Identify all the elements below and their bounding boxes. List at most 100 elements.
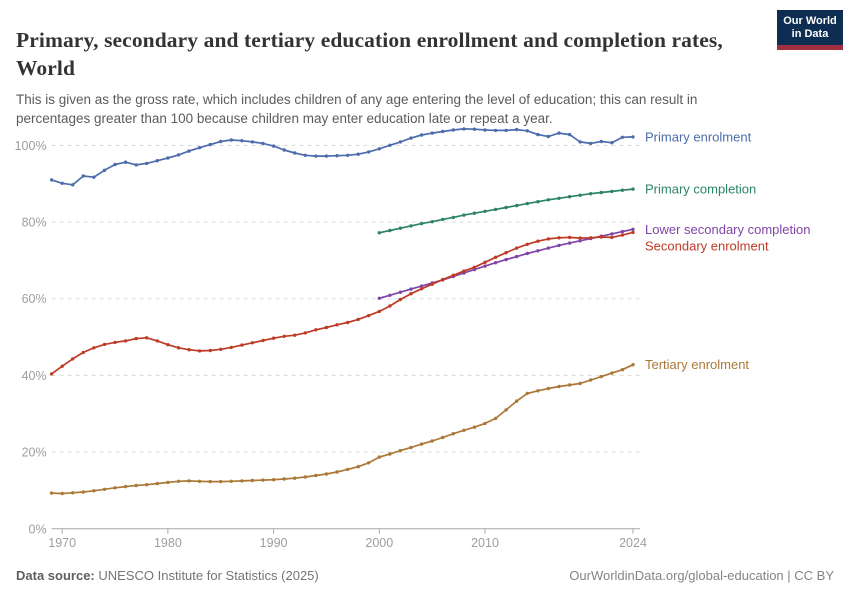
data-point <box>293 151 297 155</box>
series-line-primary-enrolment[interactable] <box>50 128 634 186</box>
data-point <box>620 368 625 372</box>
data-point <box>557 384 561 389</box>
data-point <box>589 236 593 240</box>
data-point <box>60 364 64 368</box>
data-point <box>324 325 329 330</box>
data-point <box>557 243 561 248</box>
series-markers-lower-secondary-completion <box>377 227 635 300</box>
data-point <box>610 141 614 145</box>
data-point <box>599 190 603 195</box>
data-point <box>271 144 276 148</box>
data-point <box>398 297 403 302</box>
owid-logo[interactable]: Our World in Data <box>777 10 843 50</box>
attribution-link[interactable]: OurWorldinData.org/global-education | CC… <box>569 568 834 583</box>
data-point <box>166 156 170 160</box>
data-point <box>335 470 339 474</box>
data-point <box>377 309 381 314</box>
data-point <box>187 479 191 483</box>
data-point <box>134 163 138 167</box>
data-point <box>567 241 572 245</box>
data-point <box>145 483 149 487</box>
data-point <box>49 178 54 182</box>
data-point <box>462 127 466 131</box>
x-tick-label-2024: 2024 <box>619 536 647 550</box>
data-point <box>493 261 498 265</box>
data-point <box>567 383 572 387</box>
data-point <box>620 188 625 192</box>
data-point <box>187 348 191 352</box>
data-point <box>356 465 360 469</box>
legend-label-primary-completion[interactable]: Primary completion <box>645 182 756 197</box>
data-point <box>60 181 64 185</box>
data-point <box>377 147 381 151</box>
data-point <box>441 129 445 134</box>
y-tick-label-20: 20% <box>22 446 47 460</box>
data-point <box>197 479 202 483</box>
data-point <box>546 386 551 391</box>
data-point <box>493 207 498 212</box>
data-point <box>483 264 487 268</box>
data-point <box>240 479 244 483</box>
x-tick-label-1980: 1980 <box>154 536 182 550</box>
x-tick-label-1970: 1970 <box>48 536 76 550</box>
data-point <box>134 336 138 341</box>
data-point <box>525 129 529 133</box>
data-point <box>92 489 96 493</box>
data-point <box>472 127 477 131</box>
data-point <box>631 135 635 139</box>
data-point <box>409 445 413 450</box>
data-point <box>314 154 318 158</box>
data-point <box>536 132 540 137</box>
data-source: Data source: UNESCO Institute for Statis… <box>16 568 319 583</box>
data-point <box>208 479 212 484</box>
data-point <box>599 235 603 239</box>
data-point <box>567 195 572 199</box>
series-line-primary-completion[interactable] <box>378 188 634 234</box>
series-line-lower-secondary-completion[interactable] <box>378 228 634 300</box>
data-point <box>567 235 572 240</box>
data-point <box>451 432 455 436</box>
data-point <box>356 317 360 322</box>
data-point <box>229 479 233 483</box>
data-point <box>197 146 202 150</box>
data-point <box>303 153 307 157</box>
data-point <box>113 162 117 167</box>
legend-label-secondary-enrolment[interactable]: Secondary enrolment <box>645 238 769 253</box>
data-point <box>610 371 614 375</box>
data-point <box>493 416 498 421</box>
data-point <box>92 346 96 350</box>
data-point <box>451 273 455 277</box>
data-point <box>176 346 181 350</box>
data-point <box>60 491 64 496</box>
data-point <box>483 421 487 426</box>
data-point <box>409 292 413 296</box>
legend-label-lower-secondary-completion[interactable]: Lower secondary completion <box>645 222 810 237</box>
data-point <box>155 339 159 343</box>
data-point <box>208 142 212 147</box>
legend-label-primary-enrolment[interactable]: Primary enrolment <box>645 129 752 144</box>
legend-label-tertiary-enrolment[interactable]: Tertiary enrolment <box>645 357 749 372</box>
data-point <box>472 211 477 215</box>
data-point <box>102 487 107 491</box>
data-point <box>462 428 466 432</box>
data-point <box>557 131 561 135</box>
data-point <box>345 320 350 325</box>
data-point <box>409 287 413 291</box>
owid-logo-line1: Our World <box>783 15 837 27</box>
data-point <box>303 475 307 479</box>
data-point <box>620 135 625 139</box>
data-point <box>504 128 508 133</box>
data-point <box>398 448 403 453</box>
data-point <box>578 381 582 386</box>
data-point <box>219 479 223 484</box>
data-point <box>599 374 603 379</box>
series-line-tertiary-enrolment[interactable] <box>50 363 634 495</box>
data-point <box>493 128 498 133</box>
series-line-secondary-enrolment[interactable] <box>50 231 634 375</box>
x-tick-label-2000: 2000 <box>365 536 393 550</box>
data-point <box>546 198 551 202</box>
y-tick-label-80: 80% <box>22 216 47 230</box>
data-point <box>155 159 159 163</box>
data-point <box>271 336 276 340</box>
